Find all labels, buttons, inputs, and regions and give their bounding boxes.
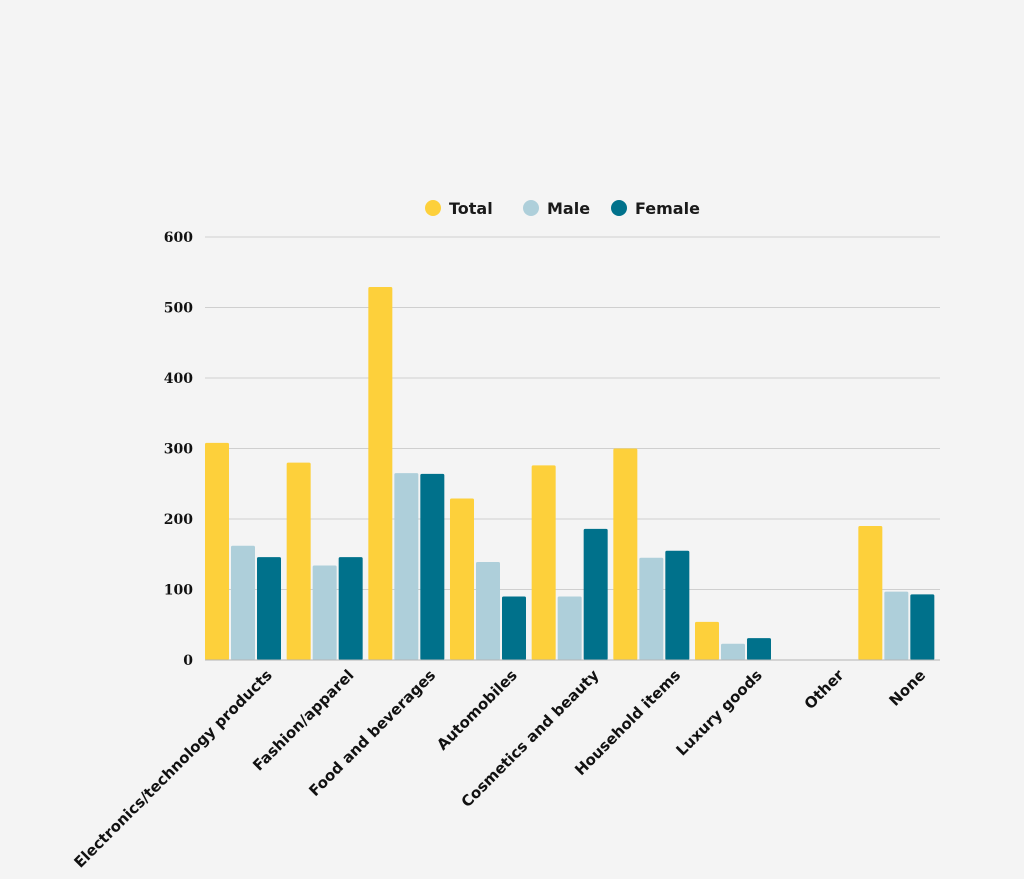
bar-male-0 xyxy=(231,545,255,660)
y-tick-label: 200 xyxy=(164,512,193,528)
x-tick-label: Cosmetics and beauty xyxy=(458,666,603,811)
bar-female-0 xyxy=(257,557,281,660)
bar-total-3 xyxy=(450,498,474,660)
bar-male-4 xyxy=(557,596,582,660)
legend-label-male: Male xyxy=(547,199,590,218)
bar-total-5 xyxy=(613,448,638,660)
bar-male-6 xyxy=(721,643,745,660)
bar-total-1 xyxy=(286,462,311,660)
bar-total-4 xyxy=(531,465,556,660)
y-tick-label: 500 xyxy=(164,301,193,317)
axes: 0 100 200 300 400 500 600 Electronics/technolog… xyxy=(71,230,940,871)
bar-total-2 xyxy=(368,287,393,660)
bars xyxy=(205,287,935,660)
legend-label-female: Female xyxy=(635,199,700,218)
bar-female-2 xyxy=(420,473,445,660)
legend-swatch-total xyxy=(425,200,441,216)
bar-female-5 xyxy=(665,550,690,660)
x-tick-label: None xyxy=(886,666,930,710)
bar-total-8 xyxy=(858,526,883,660)
x-tick-label: Luxury goods xyxy=(672,666,765,759)
legend-swatch-female xyxy=(611,200,627,216)
bar-female-1 xyxy=(338,557,363,660)
bar-male-8 xyxy=(884,591,909,660)
y-tick-label: 100 xyxy=(164,583,193,599)
bar-total-6 xyxy=(695,621,719,660)
bar-male-3 xyxy=(476,562,500,660)
bar-female-3 xyxy=(502,596,526,660)
bar-male-1 xyxy=(312,565,337,660)
bar-female-8 xyxy=(910,594,935,660)
bar-male-2 xyxy=(394,473,419,660)
x-tick-label: Electronics/technology products xyxy=(71,666,276,871)
legend-label-total: Total xyxy=(449,199,493,218)
y-tick-label: 400 xyxy=(164,371,193,387)
x-tick-label: Automobiles xyxy=(433,666,521,754)
y-tick-label: 300 xyxy=(164,442,193,458)
bar-female-6 xyxy=(747,638,771,660)
legend-swatch-male xyxy=(523,200,539,216)
gridlines xyxy=(205,236,940,590)
y-tick-label: 600 xyxy=(164,230,193,246)
x-tick-label: Other xyxy=(801,666,848,713)
y-tick-label: 0 xyxy=(183,653,193,669)
legend: Total Male Female xyxy=(425,199,700,218)
bar-male-5 xyxy=(639,557,664,660)
bar-total-0 xyxy=(205,442,229,660)
bar-female-4 xyxy=(583,528,608,660)
